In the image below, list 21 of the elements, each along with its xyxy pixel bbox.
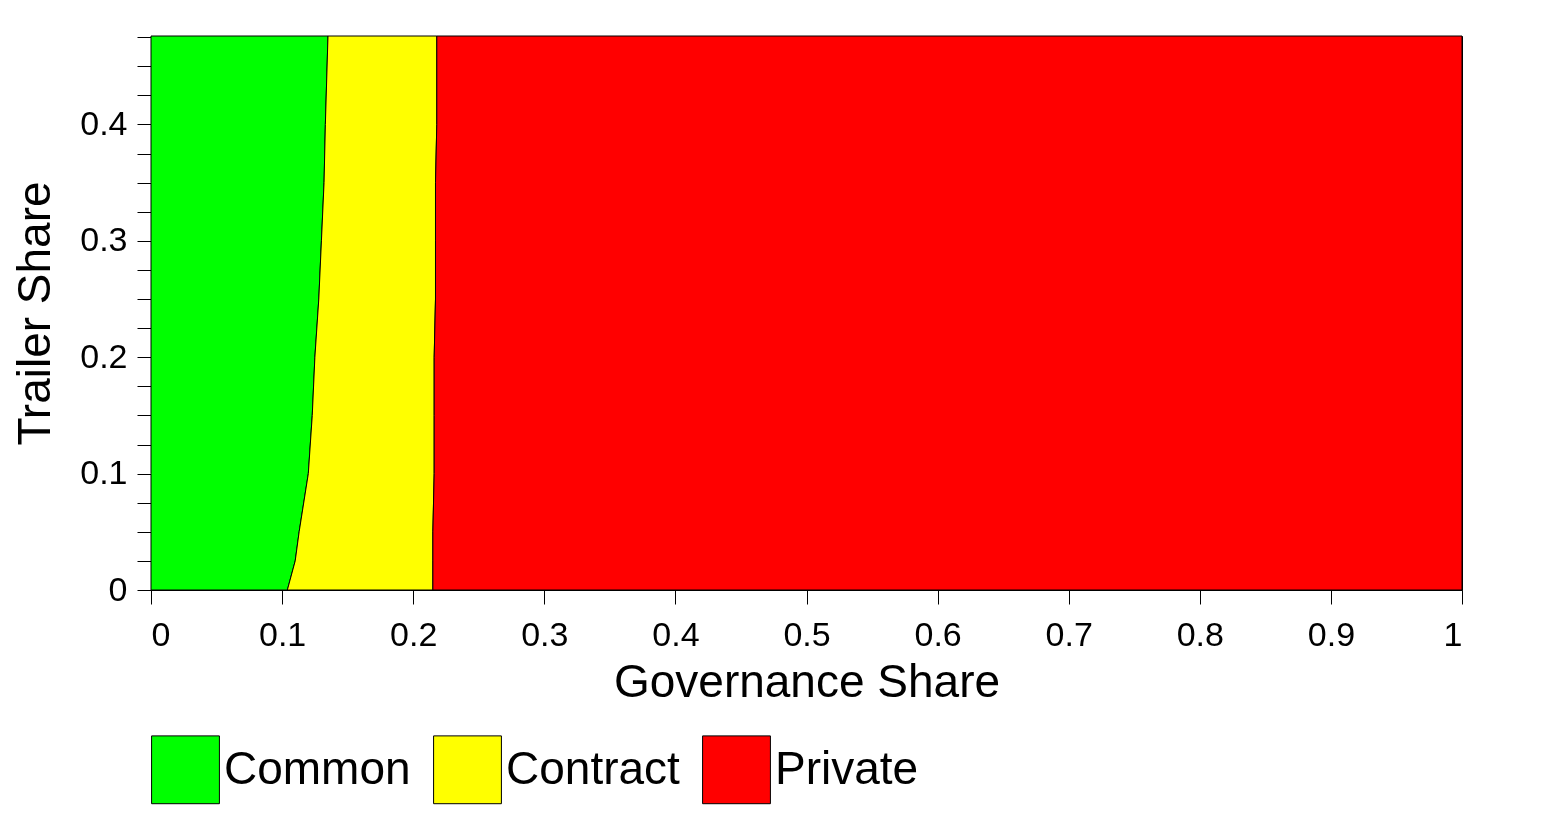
y-tick-label: 0.3: [80, 220, 128, 259]
y-tick-label: 0.1: [80, 453, 128, 492]
y-axis-title: Trailer Share: [8, 181, 61, 446]
x-tick-label: 0.3: [521, 614, 569, 653]
y-tick-label: 0: [108, 569, 128, 608]
y-tick-label: 0.4: [80, 103, 128, 142]
x-tick-label: 0.9: [1307, 614, 1356, 653]
legend-label: Private: [775, 741, 919, 794]
y-tick-label: 0.2: [80, 336, 128, 375]
x-tick-label: 1: [1443, 614, 1463, 653]
legend-label: Contract: [506, 741, 681, 794]
x-tick-label: 0.6: [914, 614, 962, 653]
x-tick-label: 0.4: [652, 614, 700, 653]
x-tick-label: 0.7: [1045, 614, 1093, 653]
x-tick-label: 0.5: [783, 614, 831, 653]
x-tick-label: 0: [151, 614, 171, 653]
legend-label: Common: [224, 741, 411, 794]
x-tick-label: 0.1: [258, 614, 307, 653]
x-tick-label: 0.8: [1176, 614, 1224, 653]
x-axis-title: Governance Share: [613, 654, 1001, 707]
x-tick-label: 0.2: [390, 614, 438, 653]
